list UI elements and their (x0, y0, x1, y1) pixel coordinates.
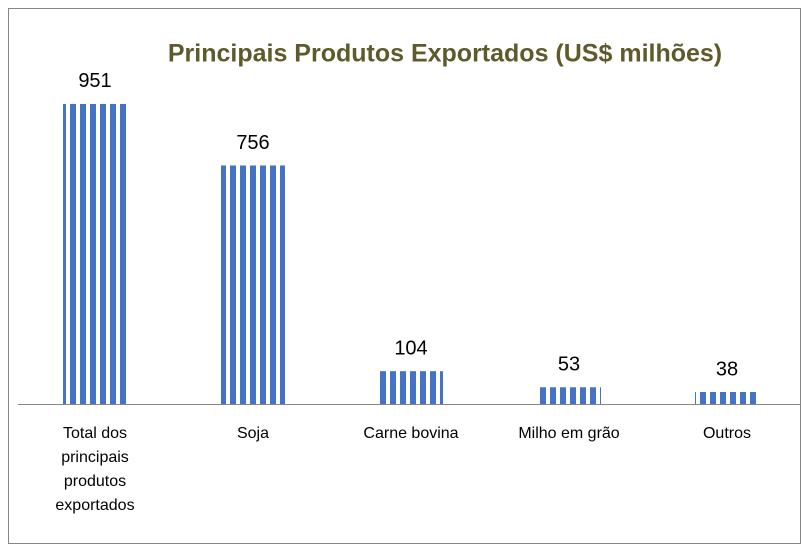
bar (63, 103, 127, 404)
x-tick-label: Soja (236, 425, 270, 442)
x-tick-label: Carne bovina (363, 425, 459, 442)
bar (537, 387, 601, 404)
bar (379, 371, 443, 404)
data-label: 104 (394, 337, 427, 359)
chart-title: Principais Produtos Exportados (US$ milh… (168, 40, 722, 68)
x-tick-label: Outros (702, 425, 751, 442)
data-label: 756 (236, 132, 269, 154)
bar (695, 392, 759, 404)
data-label: 951 (78, 70, 111, 92)
x-tick-label: Total dos principais produtos exportados (55, 425, 135, 514)
data-label: 38 (716, 358, 738, 380)
data-label: 53 (558, 354, 580, 376)
x-tick-label: Milho em grão (518, 425, 620, 442)
chart-frame (8, 8, 801, 544)
bar (221, 165, 285, 404)
